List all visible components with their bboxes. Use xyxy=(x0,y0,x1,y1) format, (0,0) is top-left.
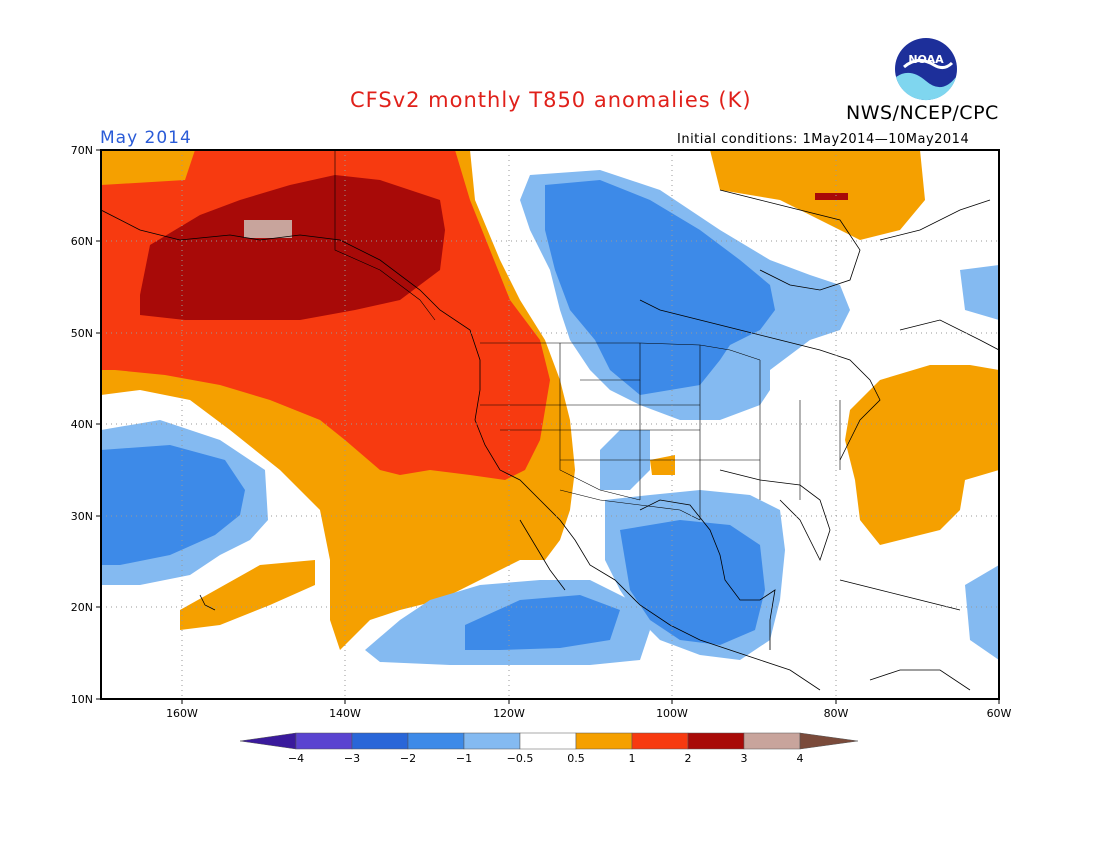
map-title: CFSv2 monthly T850 anomalies (K) xyxy=(350,88,752,112)
lat-label-30n: 30N xyxy=(71,510,93,523)
colorbar-label-m05: −0.5 xyxy=(507,752,534,765)
colorbar-label-3: 3 xyxy=(741,752,748,765)
lat-label-60n: 60N xyxy=(71,235,93,248)
colorbar-swatch-2-1 xyxy=(407,732,465,750)
colorbar-swatch-gt-4 xyxy=(799,732,859,750)
org-label: NWS/NCEP/CPC xyxy=(846,102,999,124)
lat-label-50n: 50N xyxy=(71,327,93,340)
noaa-logo: NOAA xyxy=(895,38,957,101)
lat-label-70n: 70N xyxy=(71,144,93,157)
lon-label-140w: 140W xyxy=(329,707,361,720)
colorbar-label-05: 0.5 xyxy=(567,752,585,765)
colorbar-swatch-lt-4 xyxy=(239,732,297,750)
colorbar-swatch-3-2 xyxy=(351,732,409,750)
colorbar-label-m4: −4 xyxy=(288,752,304,765)
lat-label-20n: 20N xyxy=(71,601,93,614)
lon-label-120w: 120W xyxy=(493,707,525,720)
lon-label-60w: 60W xyxy=(987,707,1012,720)
colorbar-label-1: 1 xyxy=(629,752,636,765)
colorbar-swatch-3-4 xyxy=(743,732,801,750)
colorbar-swatch-4-3 xyxy=(295,732,353,750)
colorbar-label-2: 2 xyxy=(685,752,692,765)
colorbar-label-4: 4 xyxy=(797,752,804,765)
initial-conditions: Initial conditions: 1May2014—10May2014 xyxy=(677,132,970,147)
lon-label-100w: 100W xyxy=(656,707,688,720)
lat-label-40n: 40N xyxy=(71,418,93,431)
colorbar-swatch-1-05 xyxy=(463,732,521,750)
forecast-month: May 2014 xyxy=(100,128,192,148)
colorbar-label-m1: −1 xyxy=(456,752,472,765)
colorbar-label-m2: −2 xyxy=(400,752,416,765)
political-borders xyxy=(334,150,841,521)
anomaly-field xyxy=(101,150,999,699)
lon-label-80w: 80W xyxy=(824,707,849,720)
colorbar-swatch-neutral xyxy=(519,732,577,750)
colorbar-swatch-05-1 xyxy=(575,732,633,750)
colorbar-swatch-1-2 xyxy=(631,732,689,750)
colorbar xyxy=(239,732,859,750)
coastlines xyxy=(101,189,999,691)
colorbar-label-m3: −3 xyxy=(344,752,360,765)
lat-label-10n: 10N xyxy=(71,693,93,706)
colorbar-swatch-2-3 xyxy=(687,732,745,750)
lon-label-160w: 160W xyxy=(166,707,198,720)
noaa-logo-text: NOAA xyxy=(908,53,944,66)
